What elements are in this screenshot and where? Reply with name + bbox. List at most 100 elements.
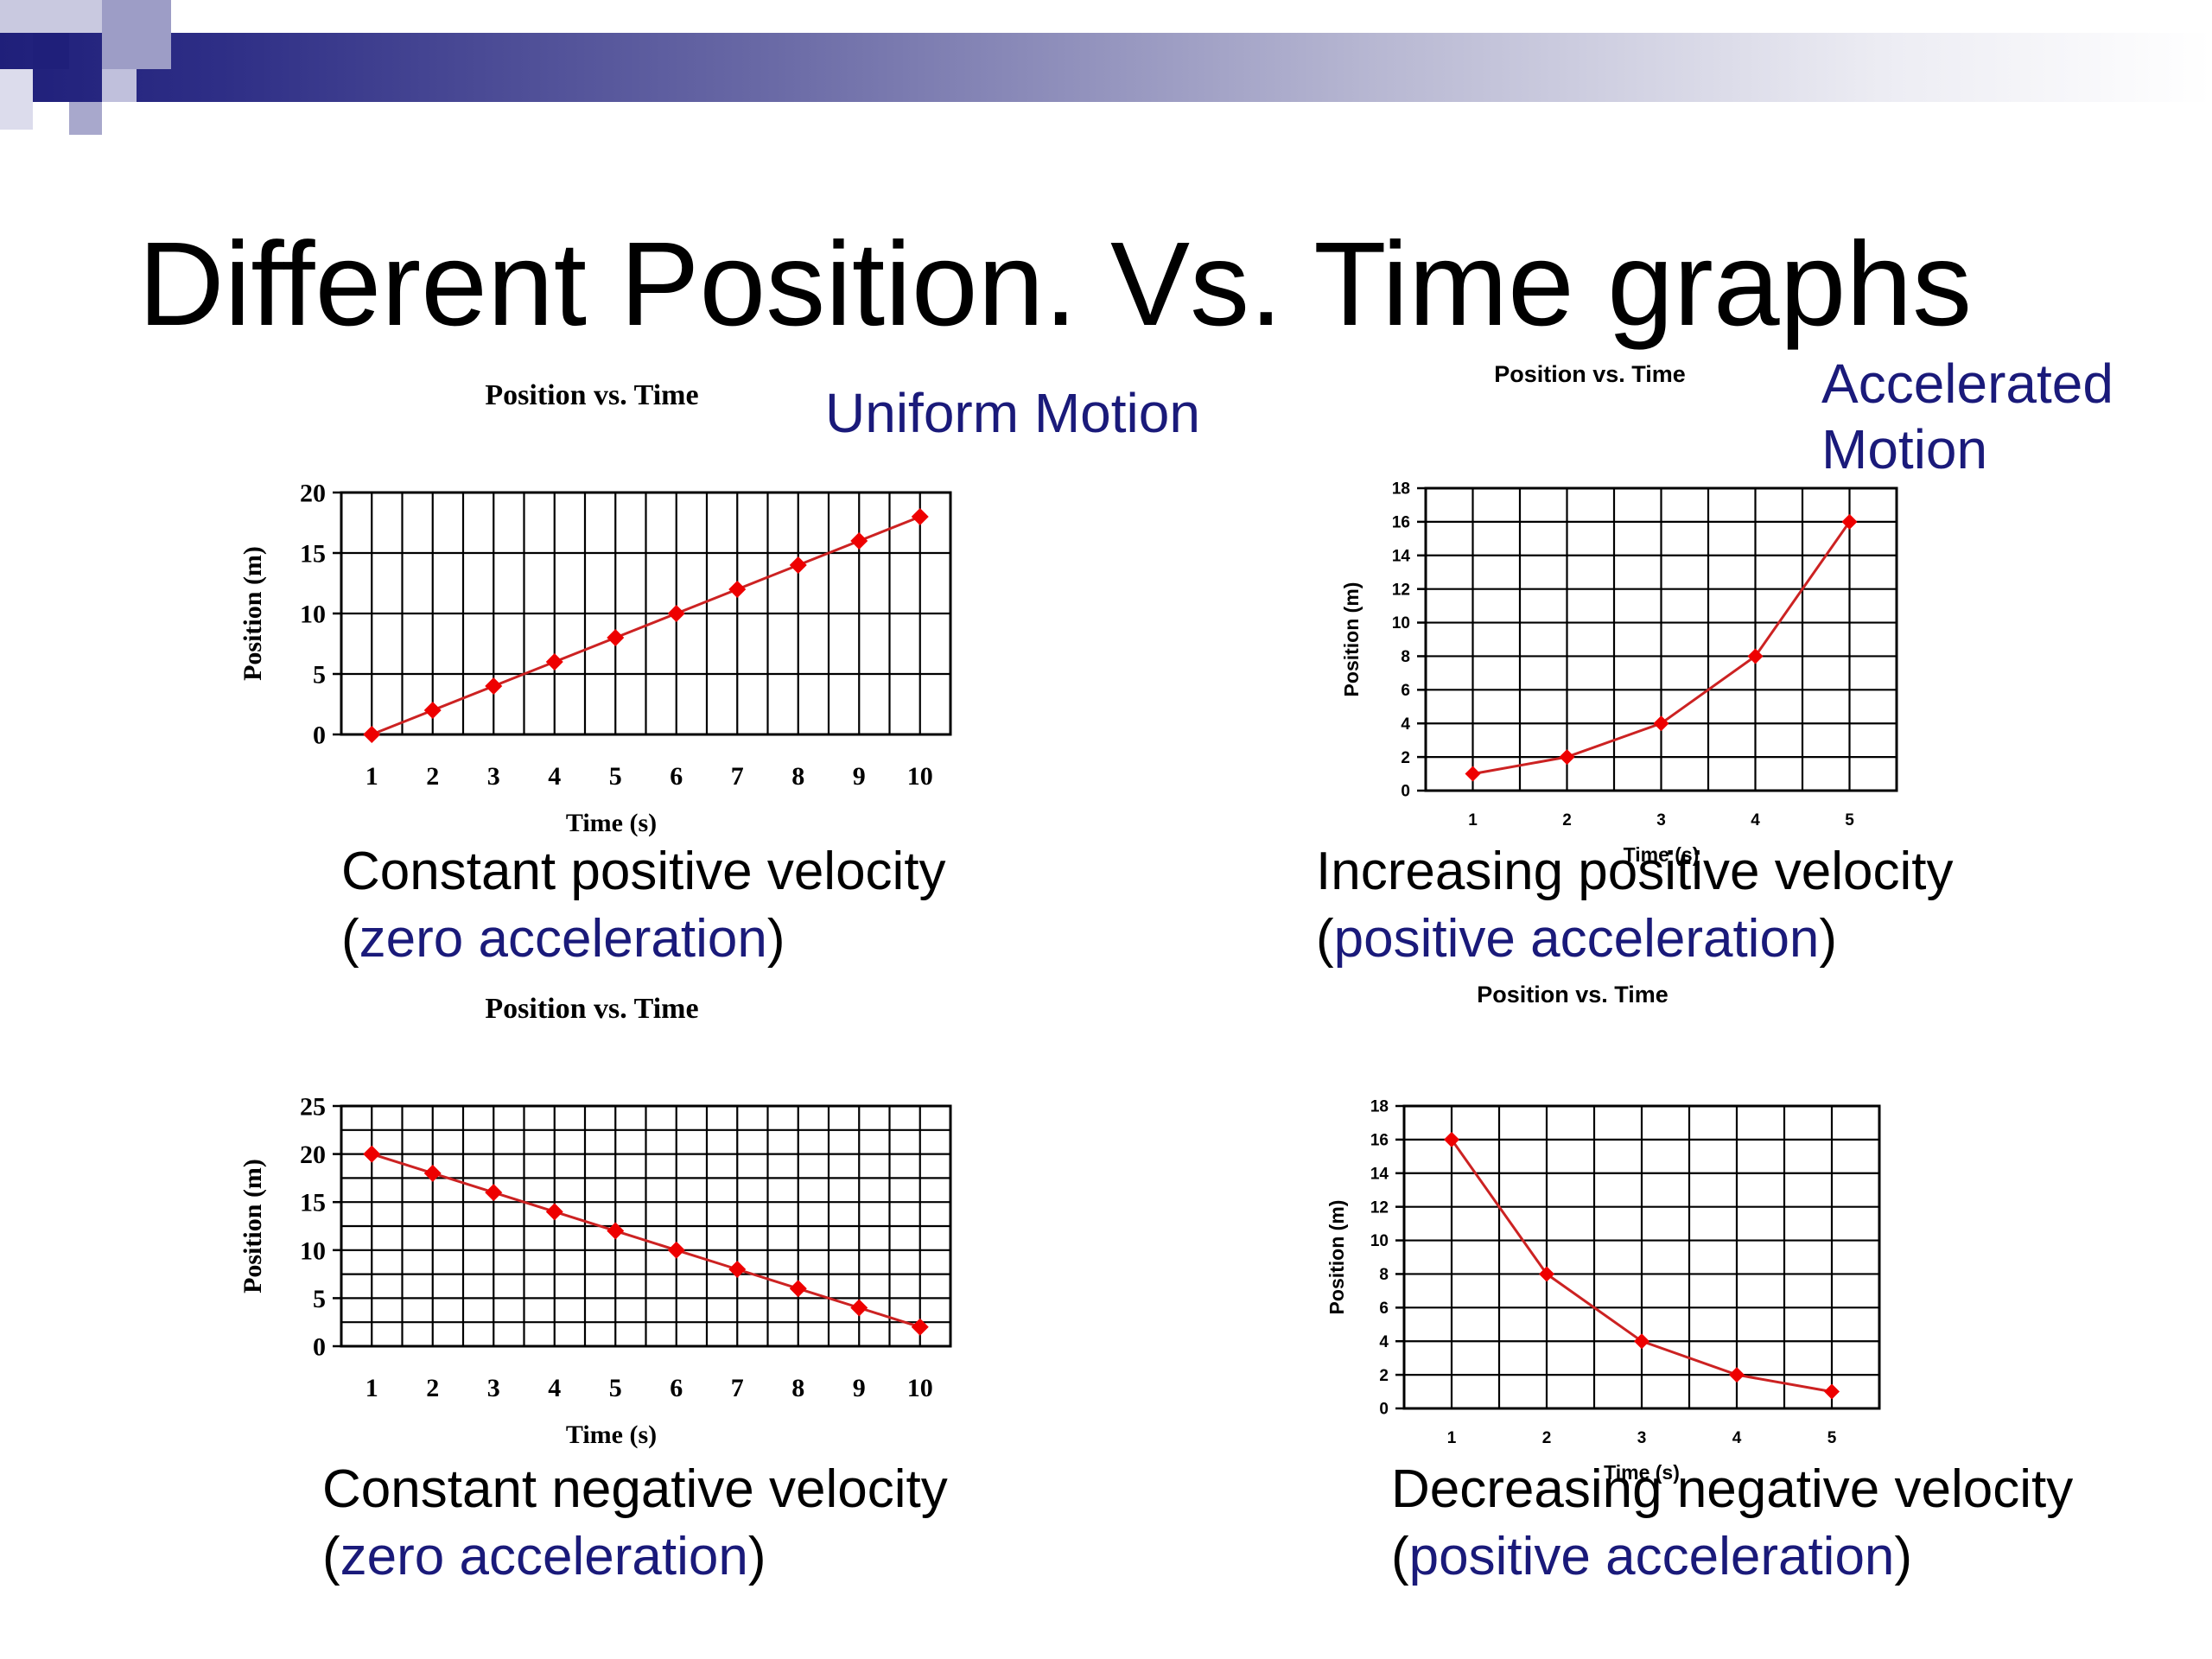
caption-line1: Decreasing negative velocity: [1391, 1459, 2074, 1519]
caption-line1: Constant negative velocity: [322, 1459, 948, 1519]
caption-increasing-positive: Increasing positive velocity (positive a…: [1316, 838, 1953, 973]
x-tick-label: 3: [487, 1374, 500, 1402]
chart-title: Position vs. Time: [1477, 982, 1669, 1007]
x-axis-title: Time (s): [566, 1421, 657, 1449]
y-tick-label: 25: [300, 1093, 326, 1122]
x-tick-label: 6: [670, 1374, 683, 1402]
y-tick-label: 0: [1401, 783, 1410, 801]
data-point-marker: [1559, 749, 1575, 766]
x-tick-label: 10: [907, 1374, 933, 1402]
caption-acceleration: positive acceleration: [1333, 909, 1820, 969]
series-line: [371, 1153, 921, 1329]
x-tick-label: 1: [1468, 811, 1478, 830]
data-point-marker: [1841, 513, 1858, 530]
chart-title: Position vs. Time: [1494, 361, 1686, 387]
x-tick-label: 5: [1845, 811, 1854, 830]
accelerated-label-line2: Motion: [1821, 418, 1988, 480]
data-point-marker: [911, 1318, 929, 1336]
y-axis-title: Position (m): [1340, 582, 1363, 697]
y-tick-label: 14: [1392, 547, 1411, 565]
x-tick-label: 4: [1732, 1429, 1742, 1447]
data-point-marker: [1444, 1131, 1459, 1147]
x-tick-label: 1: [365, 1374, 378, 1402]
header-square-pale: [0, 69, 33, 130]
caption-line2: (zero acceleration): [322, 1523, 948, 1591]
y-tick-label: 4: [1379, 1333, 1389, 1351]
x-tick-label: 7: [731, 1374, 744, 1402]
data-point-marker: [789, 556, 807, 574]
y-axis-title: Position (m): [1325, 1200, 1348, 1315]
x-axis-title: Time (s): [1604, 1461, 1680, 1484]
y-tick-label: 12: [1392, 581, 1410, 599]
caption-line2: (zero acceleration): [341, 906, 946, 973]
y-tick-label: 2: [1401, 749, 1410, 767]
caption-close-paren: ): [1819, 909, 1838, 969]
header-band: [0, 33, 2212, 102]
y-tick-label: 4: [1401, 715, 1410, 734]
y-tick-label: 15: [300, 540, 326, 569]
uniform-motion-label: Uniform Motion: [825, 382, 1200, 444]
x-tick-label: 2: [426, 762, 439, 791]
data-point-marker: [607, 629, 625, 646]
data-point-marker: [1634, 1333, 1649, 1350]
accelerated-motion-label: Accelerated Motion: [1821, 351, 2113, 482]
x-tick-label: 3: [1637, 1429, 1647, 1447]
x-tick-label: 7: [731, 762, 744, 791]
y-tick-label: 10: [1392, 614, 1410, 632]
caption-line1: Increasing positive velocity: [1316, 842, 1954, 901]
data-point-marker: [545, 653, 563, 671]
y-tick-label: 6: [1379, 1300, 1389, 1318]
data-point-marker: [1747, 648, 1764, 664]
y-tick-label: 0: [1379, 1401, 1389, 1419]
chart-uniform-negative: 0 5 10 15 20 25 1 2 3 4 5 6 7 8 9 10 Position vs. Time Ti…: [238, 993, 952, 1449]
y-tick-label: 8: [1379, 1266, 1389, 1284]
x-tick-label: 2: [426, 1374, 439, 1402]
caption-close-paren: ): [1894, 1527, 1913, 1586]
y-tick-label: 20: [300, 1141, 326, 1169]
y-tick-label: 16: [1370, 1132, 1389, 1150]
x-tick-label: 4: [1751, 811, 1760, 830]
x-axis-title: Time (s): [566, 809, 657, 837]
data-point-marker: [728, 1261, 747, 1279]
data-point-marker: [1653, 715, 1669, 732]
data-point-marker: [1824, 1383, 1840, 1400]
header-square-mid: [102, 0, 171, 69]
chart-title: Position vs. Time: [485, 379, 698, 411]
y-tick-label: 12: [1370, 1198, 1389, 1217]
data-point-marker: [363, 726, 381, 743]
caption-open-paren: (: [341, 909, 359, 969]
caption-line2: (positive acceleration): [1316, 906, 1953, 973]
y-axis-title: Position (m): [238, 1159, 267, 1294]
x-tick-label: 1: [365, 762, 378, 791]
y-axis-title: Position (m): [238, 546, 267, 681]
y-tick-label: 8: [1401, 648, 1410, 666]
data-point-marker: [363, 1145, 381, 1163]
y-tick-label: 5: [313, 661, 326, 690]
x-tick-label: 2: [1542, 1429, 1552, 1447]
y-tick-label: 20: [300, 480, 326, 508]
y-tick-label: 5: [313, 1285, 326, 1313]
caption-acceleration: positive acceleration: [1408, 1527, 1895, 1586]
x-tick-label: 5: [1827, 1429, 1837, 1447]
x-tick-label: 10: [907, 762, 933, 791]
y-tick-label: 0: [313, 1333, 326, 1362]
slide-title: Different Position. Vs. Time graphs: [138, 218, 1973, 351]
x-tick-label: 1: [1447, 1429, 1457, 1447]
y-tick-label: 10: [1370, 1232, 1389, 1250]
data-point-marker: [667, 605, 685, 622]
caption-decreasing-negative: Decreasing negative velocity (positive a…: [1391, 1456, 2073, 1591]
x-tick-label: 4: [548, 762, 561, 791]
data-point-marker: [1539, 1266, 1554, 1282]
header-square-soft: [69, 102, 102, 135]
y-tick-label: 10: [300, 601, 326, 629]
data-point-marker: [423, 702, 442, 719]
y-tick-label: 0: [313, 721, 326, 750]
x-tick-label: 8: [791, 1374, 804, 1402]
x-tick-label: 9: [853, 762, 866, 791]
caption-line2: (positive acceleration): [1391, 1523, 2073, 1591]
data-point-marker: [1465, 766, 1481, 782]
data-point-marker: [485, 677, 503, 695]
y-tick-label: 16: [1392, 514, 1410, 532]
x-tick-label: 3: [1656, 811, 1666, 830]
